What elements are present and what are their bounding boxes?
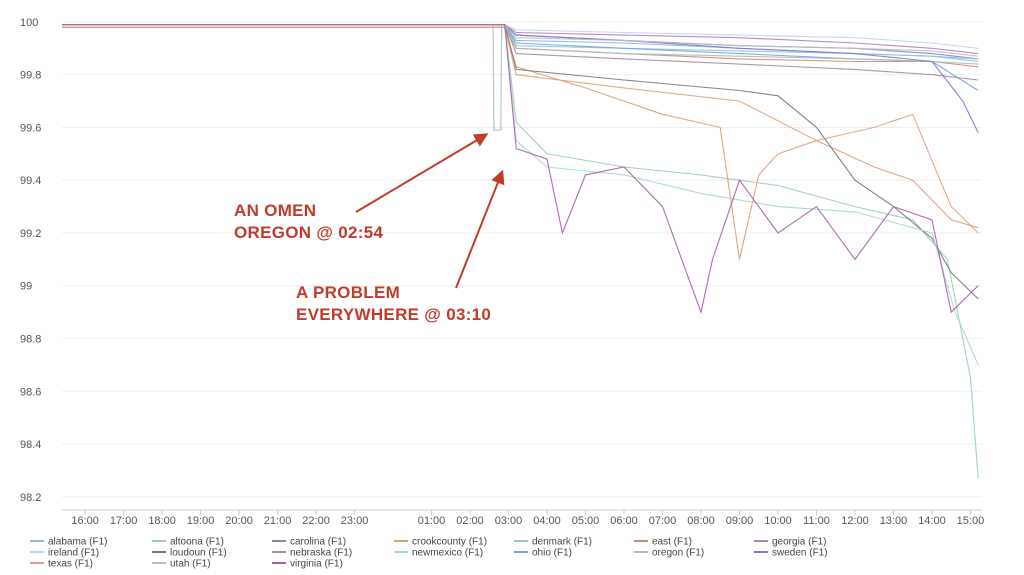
x-tick-label: 05:00 <box>572 515 600 527</box>
x-tick-label: 19:00 <box>187 515 215 527</box>
legend-entry: newmexico (F1) <box>412 548 483 559</box>
series-line <box>62 24 979 131</box>
x-tick-label: 04:00 <box>533 515 561 527</box>
legend-entry: georgia (F1) <box>772 537 826 548</box>
x-tick-label: 07:00 <box>649 515 677 527</box>
legend-entry: sweden (F1) <box>772 548 828 559</box>
x-tick-label: 09:00 <box>726 515 754 527</box>
legend-entry: nebraska (F1) <box>290 548 352 559</box>
series-line <box>62 26 979 260</box>
x-tick-label: 03:00 <box>495 515 523 527</box>
x-tick-label: 12:00 <box>841 515 869 527</box>
x-tick-label: 18:00 <box>148 515 176 527</box>
annotation-text: A PROBLEM <box>296 283 400 302</box>
x-tick-label: 15:00 <box>957 515 985 527</box>
legend-entry: utah (F1) <box>170 559 211 570</box>
legend-entry: ohio (F1) <box>532 548 572 559</box>
series-line <box>62 24 979 479</box>
series-layer <box>62 24 979 479</box>
y-tick-label: 99.2 <box>20 228 41 240</box>
legend-entry: oregon (F1) <box>652 548 704 559</box>
axis-layer: 100 99.8 99.6 99.4 99.2 99 98.8 98.6 98.4 98.2 16:… <box>20 17 984 527</box>
series-line <box>62 24 979 57</box>
annotation-text: OREGON @ 02:54 <box>234 223 384 242</box>
x-tick-label: 06:00 <box>610 515 638 527</box>
series-line <box>62 24 979 133</box>
series-line <box>62 24 979 300</box>
x-tick-label: 23:00 <box>341 515 369 527</box>
series-line <box>62 24 979 55</box>
y-tick-label: 98.4 <box>20 439 41 451</box>
series-line <box>62 24 979 49</box>
y-tick-label: 99.6 <box>20 122 41 134</box>
y-tick-label: 98.6 <box>20 386 41 398</box>
x-tick-label: 13:00 <box>880 515 908 527</box>
legend-entry: texas (F1) <box>48 559 93 570</box>
x-tick-label: 10:00 <box>764 515 792 527</box>
y-tick-label: 98.8 <box>20 334 41 346</box>
series-line <box>62 26 979 234</box>
legend-entry: alabama (F1) <box>48 537 107 548</box>
legend-entry: loudoun (F1) <box>170 548 227 559</box>
annotation-text: EVERYWHERE @ 03:10 <box>296 305 491 324</box>
legend-entry: denmark (F1) <box>532 537 592 548</box>
x-tick-label: 11:00 <box>803 515 830 527</box>
legend-entry: crookcounty (F1) <box>412 537 487 548</box>
legend-entry: east (F1) <box>652 537 692 548</box>
y-tick-label: 100 <box>20 17 38 29</box>
x-tick-label: 20:00 <box>225 515 253 527</box>
legend-entry: virginia (F1) <box>290 559 343 570</box>
x-tick-label: 08:00 <box>687 515 715 527</box>
x-tick-label: 21:00 <box>264 515 292 527</box>
annotation-layer: AN OMEN OREGON @ 02:54 A PROBLEM EVERYWHERE… <box>234 133 505 324</box>
series-line <box>62 24 979 315</box>
legend-entry: ireland (F1) <box>48 548 99 559</box>
x-tick-label: 02:00 <box>456 515 484 527</box>
y-tick-label: 99 <box>20 281 32 293</box>
series-line <box>62 24 979 91</box>
x-tick-label: 01:00 <box>418 515 446 527</box>
annotation-arrow <box>355 133 489 213</box>
x-tick-label: 17:00 <box>110 515 138 527</box>
y-tick-label: 99.4 <box>20 175 41 187</box>
legend-entry: altoona (F1) <box>170 537 224 548</box>
annotation-arrow <box>455 169 505 289</box>
y-tick-label: 99.8 <box>20 70 41 82</box>
x-tick-label: 14:00 <box>918 515 946 527</box>
y-tick-label: 98.2 <box>20 492 41 504</box>
x-tick-label: 16:00 <box>71 515 99 527</box>
x-tick-label: 22:00 <box>302 515 330 527</box>
grid-layer <box>62 21 982 498</box>
annotation-text: AN OMEN <box>234 201 316 220</box>
legend-entry: carolina (F1) <box>290 537 346 548</box>
legend: alabama (F1) altoona (F1) carolina (F1) cro… <box>30 537 828 570</box>
